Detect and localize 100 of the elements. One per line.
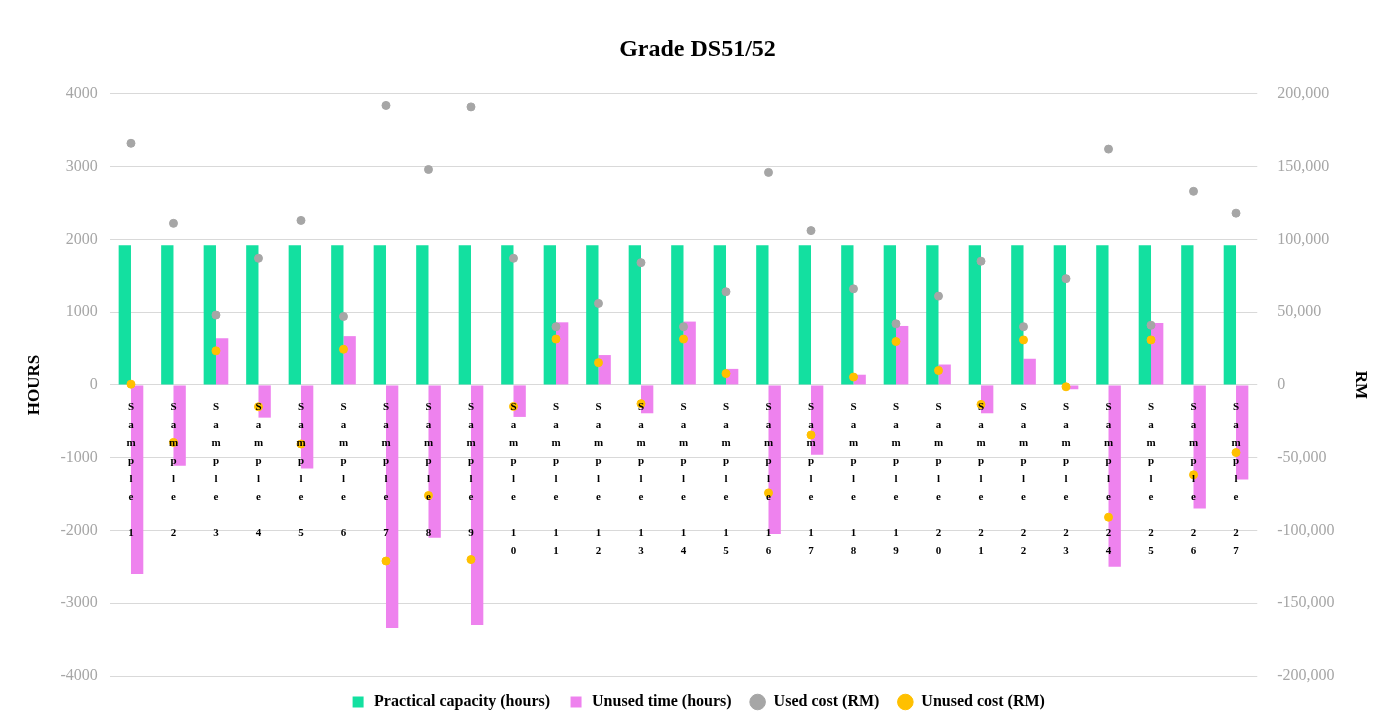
point bbox=[849, 372, 859, 382]
y-tick-label: -4000 bbox=[60, 666, 98, 684]
point bbox=[338, 311, 348, 321]
category-label: Sample 24 bbox=[1103, 399, 1114, 556]
category-label: Sample 9 bbox=[466, 399, 476, 538]
category-label: Sample 25 bbox=[1146, 399, 1156, 556]
y-tick-label: 0 bbox=[89, 375, 98, 393]
bar bbox=[628, 245, 641, 385]
point bbox=[466, 555, 476, 565]
point bbox=[934, 365, 944, 375]
y2-tick-label: 100,000 bbox=[1277, 229, 1330, 247]
point bbox=[168, 218, 178, 228]
category-label: Sample 1 bbox=[126, 399, 136, 538]
bar bbox=[586, 245, 599, 385]
category-label: Sample 12 bbox=[593, 399, 604, 556]
category-label: Sample 15 bbox=[721, 399, 731, 556]
category-label: Sample 16 bbox=[763, 399, 774, 556]
category-label: Sample 22 bbox=[1018, 399, 1029, 556]
bar bbox=[1223, 245, 1237, 385]
category-label: Sample 26 bbox=[1188, 399, 1199, 556]
point bbox=[1146, 335, 1156, 345]
point bbox=[721, 369, 731, 379]
bar bbox=[926, 245, 939, 385]
category-label: Sample 21 bbox=[976, 399, 986, 556]
y-tick-label: -1000 bbox=[60, 447, 98, 465]
bar bbox=[246, 245, 259, 385]
y2-tick-label: 200,000 bbox=[1277, 84, 1330, 101]
point bbox=[381, 556, 391, 566]
bar bbox=[118, 245, 131, 385]
point bbox=[551, 322, 561, 332]
y2-tick-label: 0 bbox=[1277, 375, 1286, 393]
bar bbox=[501, 245, 514, 385]
bar bbox=[1053, 245, 1067, 385]
category-label: Sample 6 bbox=[338, 399, 349, 538]
bar bbox=[458, 245, 471, 385]
point bbox=[594, 298, 603, 308]
point bbox=[806, 226, 816, 236]
category-label: Sample 10 bbox=[508, 399, 519, 556]
point bbox=[1019, 322, 1029, 332]
bar bbox=[513, 385, 526, 417]
y-tick-label: -2000 bbox=[60, 520, 98, 538]
category-label: Sample 11 bbox=[551, 399, 561, 556]
bar bbox=[883, 245, 897, 385]
y-tick-label: 3000 bbox=[65, 156, 98, 174]
category-label: Sample 23 bbox=[1061, 399, 1071, 556]
point bbox=[253, 253, 263, 263]
point bbox=[976, 256, 986, 266]
category-label: Sample 27 bbox=[1231, 399, 1241, 556]
point bbox=[849, 284, 859, 294]
category-label: Sample 7 bbox=[381, 399, 391, 538]
point bbox=[466, 102, 476, 112]
point bbox=[1146, 320, 1156, 330]
category-label: Sample 4 bbox=[253, 399, 264, 538]
point bbox=[764, 167, 773, 177]
bar bbox=[841, 245, 854, 385]
point bbox=[679, 334, 688, 344]
point bbox=[891, 319, 901, 329]
point bbox=[508, 253, 518, 263]
point bbox=[1104, 512, 1114, 522]
bar bbox=[1023, 358, 1036, 385]
bar bbox=[1181, 245, 1194, 385]
point bbox=[806, 430, 816, 440]
bar bbox=[416, 245, 429, 385]
legend-label: Unused cost (RM) bbox=[921, 692, 1045, 711]
legend-label: Practical capacity (hours) bbox=[374, 692, 551, 711]
chart-title: Grade DS51/52 bbox=[619, 34, 776, 61]
point bbox=[126, 138, 136, 148]
category-label: Sample 19 bbox=[891, 399, 901, 556]
point bbox=[636, 258, 646, 268]
point bbox=[1231, 448, 1241, 458]
point bbox=[1189, 186, 1199, 196]
y-tick-label: 4000 bbox=[65, 84, 98, 101]
y-tick-label: 2000 bbox=[65, 229, 98, 247]
bar bbox=[215, 338, 229, 385]
y2-axis-title: RM bbox=[1352, 370, 1372, 400]
bar bbox=[258, 385, 271, 418]
bar bbox=[1138, 245, 1152, 385]
point bbox=[1231, 208, 1241, 218]
bar bbox=[713, 245, 726, 385]
point bbox=[338, 344, 348, 354]
point bbox=[381, 100, 391, 110]
y2-tick-label: 50,000 bbox=[1277, 302, 1322, 320]
category-label: Sample 3 bbox=[211, 399, 221, 538]
bar bbox=[1096, 245, 1109, 385]
point bbox=[1104, 144, 1114, 154]
bar bbox=[756, 245, 769, 385]
bar bbox=[373, 245, 386, 385]
y2-tick-label: -200,000 bbox=[1277, 666, 1335, 684]
y-axis-title: HOURS bbox=[23, 354, 43, 416]
bar bbox=[203, 245, 216, 385]
bar bbox=[896, 325, 909, 385]
bar bbox=[1011, 245, 1024, 385]
category-label: Sample 8 bbox=[423, 399, 434, 538]
point bbox=[1019, 335, 1029, 345]
point bbox=[551, 334, 561, 344]
bar bbox=[288, 245, 301, 385]
bar bbox=[343, 336, 356, 385]
point bbox=[891, 337, 901, 347]
category-label: Sample 18 bbox=[848, 399, 859, 556]
point bbox=[934, 291, 944, 301]
